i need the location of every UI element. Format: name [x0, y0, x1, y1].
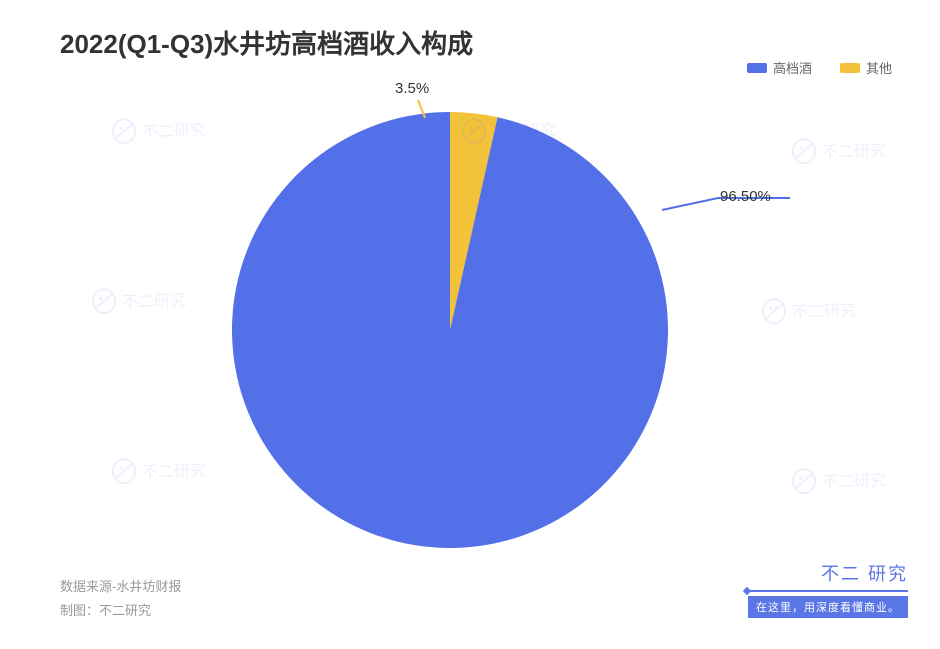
chart-footer: 数据来源-水井坊财报 制图：不二研究	[60, 575, 181, 624]
data-source-text: 数据来源-水井坊财报	[60, 575, 181, 600]
slice-label: 96.50%	[720, 188, 771, 205]
brand-block: 不二 研究 在这里，用深度看懂商业。	[748, 560, 908, 618]
brand-name: 不二 研究	[748, 560, 908, 586]
chart-container: 2022(Q1-Q3)水井坊高档酒收入构成 高档酒其他 3.5%96.50% 数…	[0, 0, 940, 644]
pie-chart	[0, 0, 940, 644]
brand-tagline: 在这里，用深度看懂商业。	[748, 596, 908, 618]
chart-maker-text: 制图：不二研究	[60, 599, 181, 624]
brand-underline	[748, 590, 908, 592]
slice-label: 3.5%	[395, 80, 429, 97]
pie-svg	[0, 0, 940, 644]
